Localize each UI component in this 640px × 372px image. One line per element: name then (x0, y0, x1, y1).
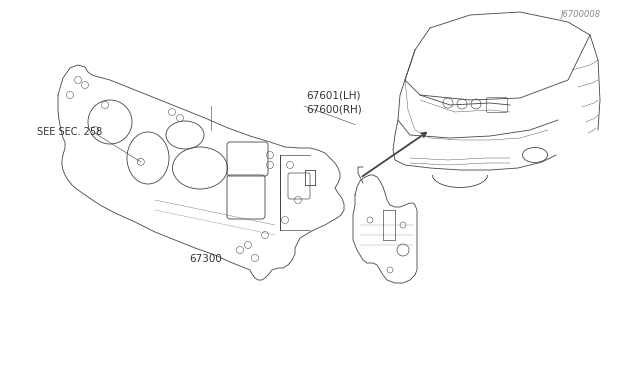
Text: 67600(RH): 67600(RH) (306, 105, 362, 115)
Text: 67300: 67300 (189, 254, 221, 263)
Text: J6700008: J6700008 (560, 10, 600, 19)
Text: SEE SEC. 258: SEE SEC. 258 (37, 127, 102, 137)
Text: 67601(LH): 67601(LH) (306, 91, 360, 101)
